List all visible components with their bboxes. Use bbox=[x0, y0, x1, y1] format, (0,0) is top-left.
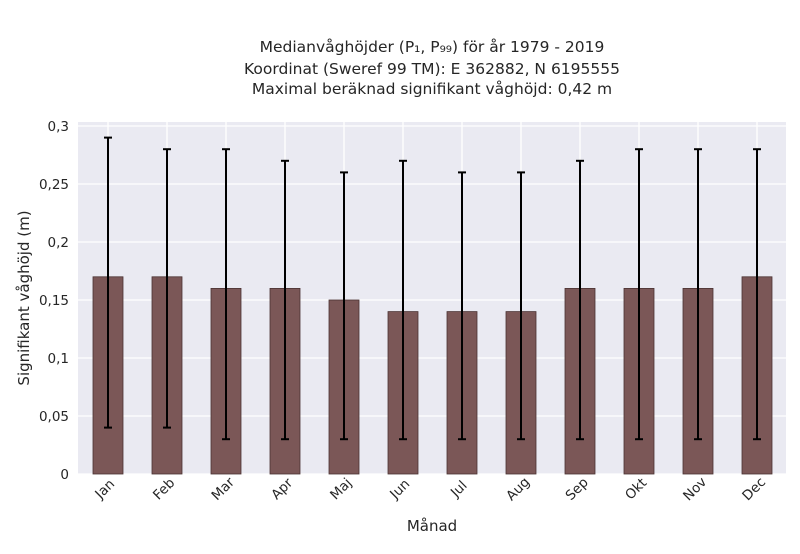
x-tick-label: Apr bbox=[268, 475, 296, 503]
x-tick-label: Jun bbox=[386, 476, 413, 503]
x-tick-label: Maj bbox=[327, 475, 355, 503]
chart-title-line-1: Medianvåghöjder (P₁, P₉₉) för år 1979 - … bbox=[260, 38, 605, 56]
x-axis-label: Månad bbox=[407, 517, 457, 535]
x-tick-label: Jan bbox=[91, 476, 118, 503]
y-axis-label: Signifikant våghöjd (m) bbox=[15, 210, 33, 385]
y-tick-label: 0,15 bbox=[39, 293, 69, 309]
error-bars bbox=[104, 136, 761, 441]
x-tick-label: Aug bbox=[503, 474, 533, 504]
x-tick-label: Dec bbox=[739, 474, 769, 504]
x-tick-label: Mar bbox=[209, 474, 239, 504]
x-tick-label: Okt bbox=[622, 475, 650, 503]
plot-area bbox=[78, 122, 786, 474]
y-tick-label: 0,3 bbox=[48, 119, 69, 135]
x-axis-ticks: Jan Feb Mar Apr Maj Jun Jul Aug Sep Okt Nov Dec bbox=[91, 474, 769, 504]
y-tick-label: 0,1 bbox=[48, 351, 69, 367]
y-axis-ticks: 0 0,05 0,1 0,15 0,2 0,25 0,3 bbox=[39, 119, 69, 483]
y-tick-label: 0,05 bbox=[39, 409, 69, 425]
y-tick-label: 0 bbox=[60, 467, 69, 483]
y-tick-label: 0,25 bbox=[39, 177, 69, 193]
x-tick-label: Feb bbox=[150, 475, 178, 503]
x-tick-label: Sep bbox=[563, 475, 592, 504]
x-tick-label: Nov bbox=[680, 474, 710, 504]
chart-title-line-3: Maximal beräknad signifikant våghöjd: 0,… bbox=[252, 80, 612, 98]
chart-title-line-2: Koordinat (Sweref 99 TM): E 362882, N 61… bbox=[244, 60, 620, 78]
y-tick-label: 0,2 bbox=[48, 235, 69, 251]
x-tick-label: Jul bbox=[447, 478, 471, 502]
